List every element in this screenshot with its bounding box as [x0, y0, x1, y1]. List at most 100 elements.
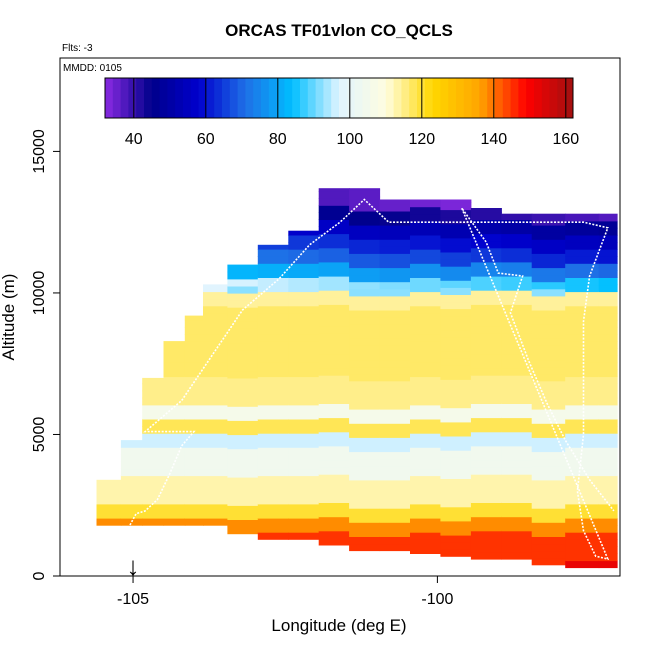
heatmap-cell — [349, 458, 381, 467]
heatmap-cell — [349, 281, 381, 290]
heatmap-cell — [349, 472, 381, 481]
heatmap-cell — [565, 277, 600, 286]
heatmap-cell — [598, 426, 618, 434]
heatmap-cell — [203, 475, 228, 484]
y-axis: 0 5000 10000 15000 — [31, 129, 60, 580]
heatmap-cell — [501, 346, 533, 355]
y-tick-label: 5000 — [31, 417, 48, 453]
heatmap-cell — [565, 376, 600, 385]
colorbar-segment — [448, 78, 457, 118]
heatmap-cell — [565, 249, 600, 257]
heatmap-cell — [203, 376, 228, 385]
heatmap-cell — [184, 411, 204, 420]
colorbar-segment — [323, 78, 332, 118]
heatmap-cell — [142, 411, 165, 420]
heatmap-cell — [598, 411, 618, 420]
heatmap-cell — [598, 277, 618, 286]
heatmap-cell — [410, 404, 441, 413]
heatmap-cell — [379, 430, 411, 438]
heatmap-cell — [379, 295, 411, 304]
heatmap-cell — [96, 489, 122, 498]
heatmap-cell — [598, 518, 618, 526]
heatmap-cell — [163, 482, 186, 491]
heatmap-cell — [501, 297, 533, 305]
heatmap-cell — [565, 298, 600, 307]
heatmap-cell — [184, 341, 204, 349]
heatmap-cell — [501, 459, 533, 468]
heatmap-cell — [531, 295, 566, 304]
heatmap-cell — [565, 404, 600, 413]
heatmap-cell — [440, 520, 472, 529]
heatmap-cell — [163, 411, 186, 420]
colorbar-segment — [315, 78, 324, 118]
heatmap-cell — [598, 234, 618, 243]
heatmap-cell — [565, 397, 600, 406]
colorbar-segment — [471, 78, 480, 118]
heatmap-cell — [96, 479, 122, 484]
heatmap-cell — [565, 220, 600, 229]
heatmap-cell — [598, 242, 618, 250]
heatmap-cell — [203, 482, 228, 491]
heatmap-cell — [184, 454, 204, 462]
heatmap-cell — [257, 447, 289, 455]
heatmap-cell — [163, 510, 186, 519]
heatmap-cell — [184, 404, 204, 413]
colorbar-segment — [432, 78, 441, 118]
heatmap-cell — [163, 355, 186, 363]
heatmap-cell — [565, 256, 600, 264]
heatmap-cell — [203, 426, 228, 434]
heatmap-cell — [288, 411, 320, 420]
heatmap-cell — [440, 443, 472, 451]
colorbar-tick-label: 100 — [336, 131, 363, 148]
heatmap-cell — [349, 317, 381, 325]
heatmap-cell — [163, 369, 186, 378]
heatmap-cell — [288, 230, 320, 236]
heatmap-cell — [531, 522, 566, 530]
heatmap-cell — [318, 261, 350, 270]
heatmap-cell — [410, 326, 441, 335]
heatmap-cell — [257, 426, 289, 434]
heatmap-cell — [598, 383, 618, 392]
heatmap-cell — [257, 454, 289, 462]
colorbar-segment — [105, 78, 114, 118]
heatmap-cell — [288, 355, 320, 363]
heatmap-cell — [379, 458, 411, 467]
heatmap-cell — [203, 348, 228, 356]
heatmap-cell — [410, 376, 441, 385]
heatmap-cell — [598, 489, 618, 498]
heatmap-cell — [565, 418, 600, 427]
heatmap-cell — [501, 410, 533, 419]
heatmap-cell — [318, 268, 350, 277]
heatmap-cell — [598, 404, 618, 413]
heatmap-cell — [565, 426, 600, 434]
heatmap-cell — [227, 377, 259, 386]
heatmap-cell — [410, 348, 441, 356]
date-note: MMDD: 0105 — [63, 63, 122, 74]
heatmap-cell — [531, 557, 566, 566]
heatmap-cell — [349, 515, 381, 523]
heatmap-cell — [565, 553, 600, 562]
heatmap-cell — [379, 338, 411, 346]
heatmap-cell — [379, 217, 411, 226]
heatmap-cell — [318, 339, 350, 348]
x-tick-label: -105 — [117, 591, 149, 608]
heatmap-cell — [565, 532, 600, 540]
heatmap-cell — [531, 493, 566, 502]
heatmap-cell — [257, 496, 289, 505]
heatmap-cell — [501, 233, 533, 242]
heatmap-cell — [227, 314, 259, 322]
heatmap-cell — [531, 437, 566, 445]
heatmap-cell — [184, 503, 204, 512]
heatmap-cell — [318, 360, 350, 369]
heatmap-cell — [96, 518, 122, 526]
heatmap-cell — [440, 343, 472, 352]
heatmap-cell — [565, 334, 600, 342]
heatmap-cell — [531, 309, 566, 318]
heatmap-cell — [565, 482, 600, 491]
heatmap-cell — [531, 288, 566, 297]
heatmap-cell — [203, 510, 228, 519]
heatmap-cell — [227, 434, 259, 443]
heatmap-cell — [349, 416, 381, 424]
heatmap-cell — [531, 451, 566, 460]
heatmap-cell — [318, 382, 350, 390]
